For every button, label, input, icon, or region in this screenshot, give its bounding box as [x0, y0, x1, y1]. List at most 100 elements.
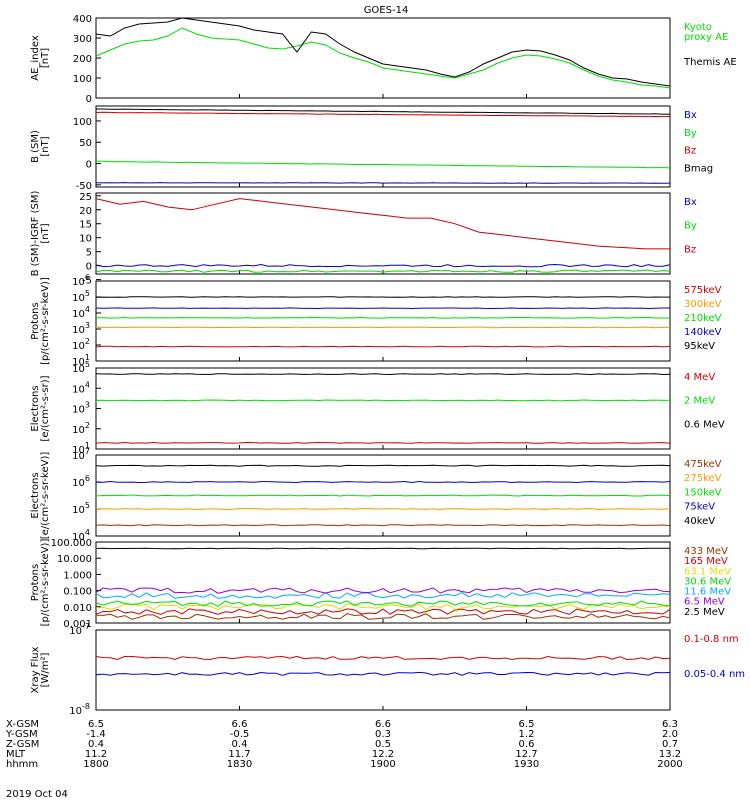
panel-1-legend-0: Bx	[684, 110, 697, 121]
panel-6-legend-5: 6.5 MeV	[684, 597, 725, 608]
panel-3-series-4	[95, 296, 670, 298]
panel-1-series-2	[95, 111, 671, 118]
panel-5-legend-3: 75keV	[684, 502, 715, 513]
panel-5-series-1	[95, 507, 671, 511]
panel-0-series-0	[95, 27, 671, 89]
panel-0-series-1	[95, 17, 671, 87]
plot-title: GOES-14	[364, 5, 409, 16]
panel-6-ytick-label: 100.000	[51, 538, 92, 549]
panel-1-series-1	[96, 160, 671, 169]
panel-5-legend-4: 40keV	[684, 516, 715, 527]
panel-3-ytick-label: 102	[72, 337, 90, 352]
panel-6-legend-1: 165 MeV	[684, 556, 728, 567]
panel-1-legend-1: By	[684, 128, 697, 139]
footer-row-label: MLT	[6, 749, 26, 760]
footer-value: 0.4	[88, 739, 104, 750]
panel-4-ytick-label: 102	[72, 421, 90, 436]
panel-5-ytick-label: 105	[72, 501, 90, 516]
panel-7-series-0	[95, 655, 671, 661]
panel-3-series-3	[95, 307, 670, 310]
date-label: 2019 Oct 04	[6, 789, 68, 800]
panel-4-ytick-label: 103	[72, 401, 90, 416]
panel-2-ytick-label: 15	[79, 220, 92, 231]
panel-2-ytick-label: 25	[79, 192, 92, 203]
panel-1-series-3	[96, 108, 671, 115]
panel-6-series-6	[95, 547, 670, 550]
panel-2-ylabel: B (SM)-IGRF (SM)[nT]	[30, 191, 51, 277]
panel-5-legend-2: 150keV	[684, 487, 722, 498]
footer-row-label: Y-GSM	[5, 729, 38, 740]
panel-3-legend-4: 95keV	[684, 341, 715, 352]
footer-value: 0.4	[232, 739, 248, 750]
panel-6-ytick-label: 0.001	[63, 619, 92, 630]
panel-6-legend-4: 11.6 MeV	[684, 587, 731, 598]
footer-value: -1.4	[86, 729, 106, 740]
footer-value: 1800	[83, 759, 108, 770]
panel-3-legend-0: 575keV	[684, 285, 722, 296]
panel-1-ytick-label: -50	[76, 181, 92, 192]
panel-6-legend-3: 30.6 MeV	[684, 576, 731, 587]
panel-6-series-4	[95, 591, 671, 599]
footer-row-label: hhmm	[6, 759, 38, 770]
footer-value: 1830	[227, 759, 252, 770]
footer-value: 6.5	[519, 719, 535, 730]
footer-row-label: X-GSM	[6, 719, 39, 730]
panel-0-legend-1: Themis AE	[683, 57, 737, 68]
panel-2-ytick-label: 5	[86, 248, 92, 259]
footer-row-label: Z-GSM	[6, 739, 39, 750]
footer-value: 6.6	[375, 719, 391, 730]
panel-6-ytick-label: 1.000	[63, 570, 92, 581]
panel-3-series-0	[95, 345, 671, 348]
footer-value: 0.3	[375, 729, 391, 740]
panel-0-ytick-label: 0	[86, 94, 92, 105]
panel-2-series-1	[95, 269, 671, 273]
footer-value: 11.2	[85, 749, 107, 760]
panel-7-series-1	[95, 671, 671, 676]
panel-4-series-0	[95, 441, 671, 444]
panel-4-frame	[95, 367, 671, 450]
panel-5-legend-0: 475keV	[684, 459, 722, 470]
footer-value: 6.3	[662, 719, 678, 730]
footer-value: 2.0	[662, 729, 678, 740]
panel-2-ytick-label: 10	[79, 234, 92, 245]
panel-0-ytick-label: 300	[73, 34, 92, 45]
panel-2-legend-2: Bz	[684, 244, 696, 255]
panel-7-legend-1: 0.05-0.4 nm	[684, 669, 745, 680]
panel-0-ytick-label: 100	[73, 74, 92, 85]
panel-5-series-0	[95, 524, 671, 527]
panel-3-ylabel: Protons[p/(cm²-s-sr-keV)]	[30, 277, 51, 365]
panel-5-series-2	[95, 494, 671, 497]
panel-6-series-5	[95, 587, 671, 594]
panel-7-legend-0: 0.1-0.8 nm	[684, 634, 739, 645]
panel-2-ytick-label: -5	[82, 276, 92, 287]
panel-6-legend-2: 63.1 MeV	[684, 566, 731, 577]
panel-6-ytick-label: 10.000	[57, 554, 92, 565]
panel-3-ytick-label: 104	[72, 305, 90, 320]
panel-2-ytick-label: 0	[86, 262, 92, 273]
panel-6-series-3	[95, 600, 671, 607]
panel-4-ylabel: Electrons[e/(cm²-s-sr)]	[30, 375, 51, 441]
panel-7-ylabel: Xray Flux[W/m²]	[30, 646, 51, 693]
footer-value: 0.6	[519, 739, 535, 750]
panel-4-series-2	[95, 373, 671, 376]
panel-2-legend-1: By	[684, 221, 697, 232]
footer-value: 0.7	[662, 739, 678, 750]
panel-6-series-2	[95, 603, 671, 611]
panel-1-ytick-label: 0	[86, 160, 92, 171]
panel-4-legend-0: 4 MeV	[684, 372, 715, 383]
panel-3-series-1	[95, 326, 671, 329]
footer-value: -0.5	[230, 729, 250, 740]
footer-value: 6.5	[88, 719, 104, 730]
footer-value: 13.2	[659, 749, 681, 760]
footer-value: 1.2	[519, 729, 535, 740]
panel-3-ytick-label: 105	[72, 289, 90, 304]
panel-6-series-1	[95, 608, 671, 615]
footer-value: 1930	[514, 759, 539, 770]
panel-5-ytick-label: 106	[72, 474, 90, 489]
footer-value: 6.6	[232, 719, 248, 730]
panel-0-ylabel: AE_index[nT]	[30, 35, 51, 81]
panel-4-legend-2: 0.6 MeV	[684, 419, 725, 430]
panel-0-legend-0: Kyoto proxy AE	[684, 22, 728, 43]
panel-3-legend-3: 140keV	[684, 327, 722, 338]
footer-value: 12.2	[372, 749, 394, 760]
